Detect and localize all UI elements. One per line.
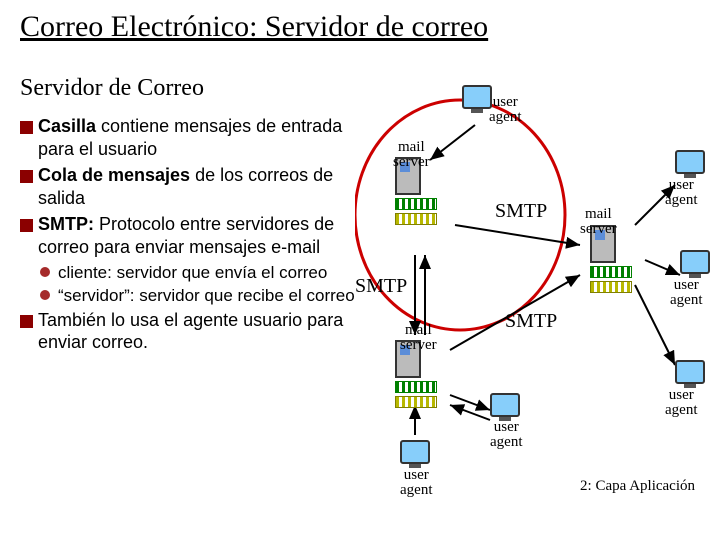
bullet-4: También lo usa el agente usuario para en… xyxy=(20,309,360,354)
ua-top-label: user agent xyxy=(489,95,521,125)
queue-yellow-icon xyxy=(395,396,437,408)
ms-right-label: mail server xyxy=(580,207,617,237)
bullet-1-bold: Casilla xyxy=(38,116,96,136)
bullet-3: SMTP: Protocolo entre servidores de corr… xyxy=(20,213,360,258)
monitor-icon xyxy=(462,85,492,109)
monitor-icon xyxy=(680,250,710,274)
queue-green-icon xyxy=(395,198,437,210)
ua-top xyxy=(462,85,492,109)
ua-r1-label: user agent xyxy=(665,178,697,208)
ms-bottom-label: mail server xyxy=(400,323,437,353)
monitor-icon xyxy=(675,150,705,174)
monitor-icon xyxy=(400,440,430,464)
footer-text: 2: Capa Aplicación xyxy=(580,478,695,495)
page-subtitle: Servidor de Correo xyxy=(20,75,204,102)
ua-r3 xyxy=(675,360,705,384)
queue-yellow-icon xyxy=(395,213,437,225)
bullet-2: Cola de mensajes de los correos de salid… xyxy=(20,164,360,209)
diagram-area: user agent mail server mail server mail … xyxy=(355,85,715,505)
ua-b2-label: user agent xyxy=(400,468,432,498)
monitor-icon xyxy=(490,393,520,417)
monitor-icon xyxy=(675,360,705,384)
ms-left-label: mail server xyxy=(393,140,430,170)
ua-b1 xyxy=(490,393,520,417)
ua-r1 xyxy=(675,150,705,174)
page-title: Correo Electrónico: Servidor de correo xyxy=(20,10,488,44)
bullet-2-bold: Cola de mensajes xyxy=(38,165,190,185)
subbullet-2: “servidor”: servidor que recibe el corre… xyxy=(20,285,360,306)
bullet-3-bold: SMTP: xyxy=(38,214,94,234)
ua-b2 xyxy=(400,440,430,464)
smtp-label-2: SMTP xyxy=(355,275,407,298)
queue-green-icon xyxy=(590,266,632,278)
smtp-label-3: SMTP xyxy=(505,310,557,333)
queue-green-icon xyxy=(395,381,437,393)
content-text: Casilla contiene mensajes de entrada par… xyxy=(20,115,360,358)
smtp-label-1: SMTP xyxy=(495,200,547,223)
ua-b1-label: user agent xyxy=(490,420,522,450)
bullet-1: Casilla contiene mensajes de entrada par… xyxy=(20,115,360,160)
subbullet-1: cliente: servidor que envía el correo xyxy=(20,262,360,283)
ua-r2-label: user agent xyxy=(670,278,702,308)
ua-r3-label: user agent xyxy=(665,388,697,418)
ua-r2 xyxy=(680,250,710,274)
queue-yellow-icon xyxy=(590,281,632,293)
